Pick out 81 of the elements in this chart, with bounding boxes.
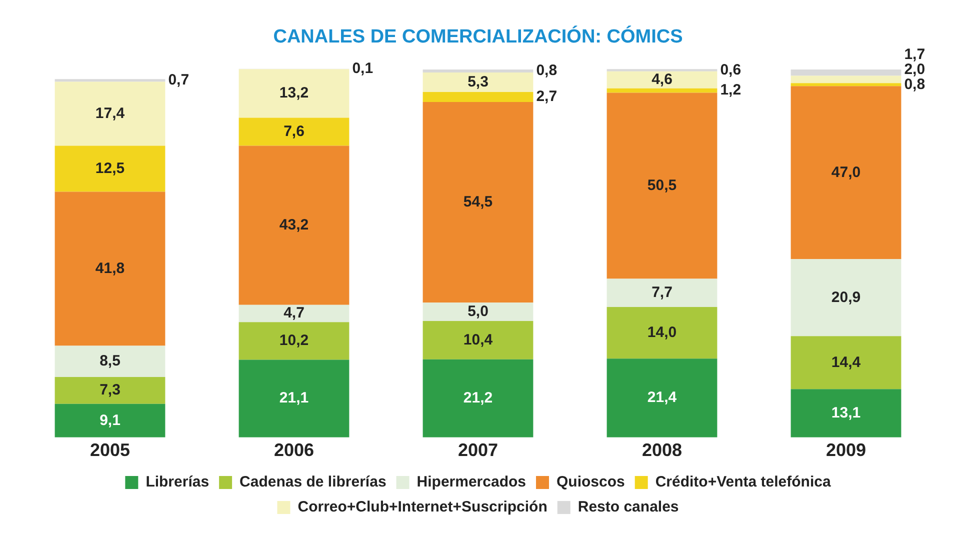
data-label: 43,2 xyxy=(279,216,309,234)
legend-label: Cadenas de librerías xyxy=(240,474,386,491)
legend-label: Librerías xyxy=(146,474,210,491)
data-label: 21,1 xyxy=(279,390,309,407)
data-label: 0,8 xyxy=(904,76,926,93)
data-label: 14,0 xyxy=(647,324,677,341)
data-label: 2,0 xyxy=(904,60,926,78)
data-label: 4,6 xyxy=(652,70,672,88)
bar xyxy=(606,278,718,308)
data-label: 0,8 xyxy=(536,62,558,80)
legend-label: Correo+Club+Internet+Suscripción xyxy=(298,498,548,516)
data-label: 7,3 xyxy=(100,382,120,399)
chart-title: CANALES DE COMERCIALIZACIÓN: CÓMICS xyxy=(273,26,683,48)
bar xyxy=(54,82,166,146)
bar xyxy=(606,71,718,88)
data-label: 47,0 xyxy=(831,164,861,181)
data-label: 17,4 xyxy=(95,104,126,122)
x-tick-label: 2006 xyxy=(274,440,314,460)
bar xyxy=(54,79,166,82)
x-tick-label: 2009 xyxy=(826,440,866,460)
legend-label: Resto canales xyxy=(578,498,679,516)
bar xyxy=(790,83,902,86)
bar xyxy=(238,360,350,438)
bar xyxy=(238,69,350,118)
data-label: 9,1 xyxy=(100,412,120,429)
data-label: 50,5 xyxy=(647,176,677,194)
bar xyxy=(238,146,350,305)
data-label: 13,1 xyxy=(831,404,861,422)
bar xyxy=(606,307,718,359)
bar xyxy=(606,88,718,93)
bar xyxy=(790,259,902,336)
bar xyxy=(790,86,902,260)
bar xyxy=(54,192,166,346)
data-label: 20,9 xyxy=(831,288,861,306)
data-label: 10,4 xyxy=(463,331,494,348)
bar xyxy=(422,72,534,92)
data-label: 21,4 xyxy=(647,389,678,406)
bar xyxy=(422,102,534,303)
bar xyxy=(238,322,350,360)
x-tick-label: 2005 xyxy=(90,440,130,460)
bar xyxy=(422,321,534,360)
data-label: 21,2 xyxy=(463,390,493,407)
data-label: 8,5 xyxy=(100,352,120,370)
data-label: 14,4 xyxy=(831,354,862,371)
bar xyxy=(54,404,166,438)
data-label: 5,0 xyxy=(468,302,488,320)
data-label: 0,6 xyxy=(720,61,742,78)
data-label: 1,7 xyxy=(904,46,926,63)
bar xyxy=(54,146,166,192)
bar xyxy=(238,118,350,146)
bar xyxy=(422,302,534,322)
data-label: 0,1 xyxy=(352,60,374,78)
bar xyxy=(422,70,534,72)
bar xyxy=(790,70,902,76)
data-label: 4,7 xyxy=(284,304,304,322)
bar xyxy=(422,92,534,102)
data-label: 0,7 xyxy=(168,72,190,89)
bar xyxy=(790,336,902,390)
data-label: 7,7 xyxy=(652,284,672,302)
data-label: 5,3 xyxy=(468,73,488,90)
bar xyxy=(606,358,718,438)
bar xyxy=(54,377,166,404)
x-tick-label: 2007 xyxy=(458,440,498,460)
legend-label: Hipermercados xyxy=(416,474,526,491)
bar xyxy=(422,359,534,438)
data-label: 10,2 xyxy=(279,332,309,350)
data-label: 1,2 xyxy=(720,82,742,99)
data-label: 41,8 xyxy=(95,260,125,277)
bar xyxy=(790,76,902,84)
legend-label: Quioscos xyxy=(556,474,625,491)
bar xyxy=(54,346,166,378)
data-label: 7,6 xyxy=(284,122,304,140)
bar xyxy=(790,389,902,438)
bar xyxy=(238,304,350,322)
data-label: 54,5 xyxy=(463,193,493,210)
data-label: 12,5 xyxy=(95,160,125,177)
bar xyxy=(606,92,718,279)
data-label: 2,7 xyxy=(536,88,558,106)
legend-label: Crédito+Venta telefónica xyxy=(655,474,832,491)
data-label: 13,2 xyxy=(279,84,309,102)
x-tick-label: 2008 xyxy=(642,440,682,460)
